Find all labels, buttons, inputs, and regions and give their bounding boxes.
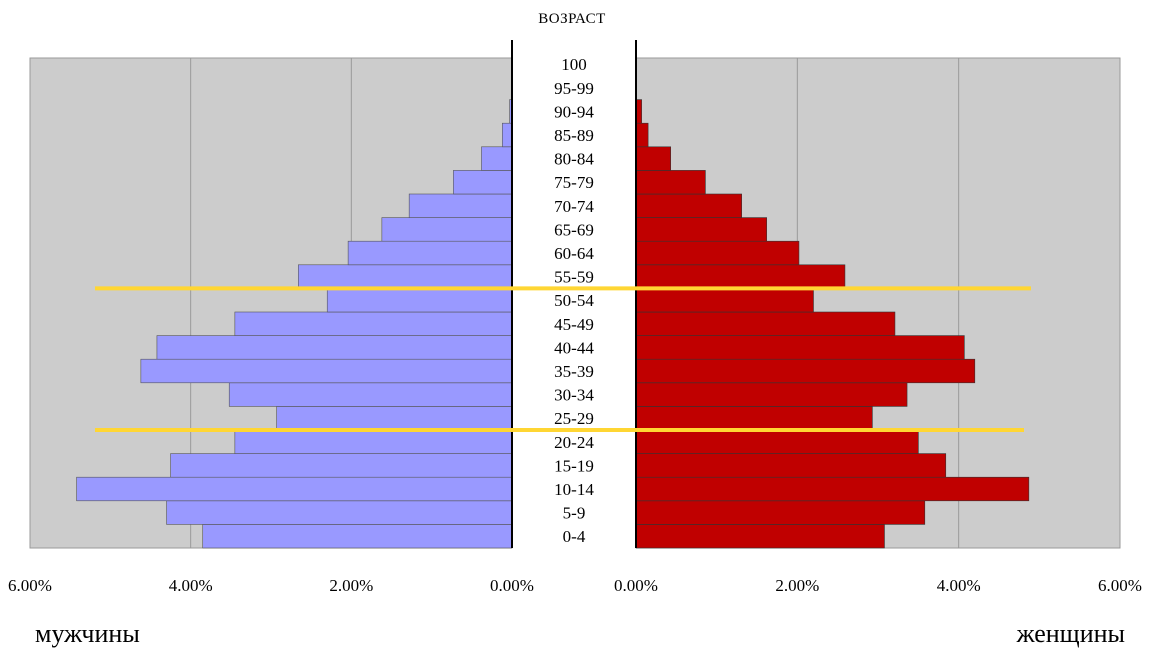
chart-title: ВОЗРАСТ bbox=[538, 11, 606, 27]
female-bar bbox=[635, 429, 919, 454]
female-bar bbox=[635, 335, 965, 360]
female-label: женщины bbox=[1016, 619, 1125, 648]
male-bar bbox=[156, 335, 513, 360]
male-bar bbox=[140, 358, 513, 384]
age-label: 60-64 bbox=[554, 244, 594, 263]
male-bar bbox=[202, 524, 513, 549]
left-tick-labels: 6.00% 4.00% 2.00% 0.00% bbox=[8, 576, 534, 595]
male-bar bbox=[381, 217, 513, 242]
male-bar bbox=[228, 382, 513, 407]
x-tick-label: 6.00% bbox=[1098, 576, 1142, 595]
age-label: 40-44 bbox=[554, 338, 594, 357]
x-tick-label: 2.00% bbox=[775, 576, 819, 595]
age-labels: 0-4 5-9 10-14 15-19 20-24 25-29 30-34 35-39 40-4… bbox=[554, 55, 594, 546]
highlight-lines bbox=[95, 286, 1031, 432]
age-label: 35-39 bbox=[554, 362, 594, 381]
male-bar bbox=[408, 193, 513, 218]
male-bars bbox=[76, 99, 513, 549]
age-label: 95-99 bbox=[554, 79, 594, 98]
age-label: 20-24 bbox=[554, 433, 594, 452]
x-tick-label: 4.00% bbox=[937, 576, 981, 595]
male-bar bbox=[170, 453, 513, 478]
female-bar bbox=[635, 146, 671, 171]
male-bar bbox=[234, 429, 513, 454]
age-label: 80-84 bbox=[554, 150, 594, 169]
age-label: 15-19 bbox=[554, 456, 594, 475]
age-label: 25-29 bbox=[554, 409, 594, 428]
male-bar bbox=[234, 311, 513, 336]
male-label: мужчины bbox=[35, 619, 140, 648]
male-bar bbox=[502, 122, 513, 148]
age-label: 45-49 bbox=[554, 315, 594, 334]
female-bar bbox=[635, 358, 976, 384]
female-bar bbox=[635, 524, 885, 549]
age-label: 100 bbox=[561, 55, 587, 74]
female-bar bbox=[635, 406, 873, 431]
x-tick-label: 0.00% bbox=[490, 576, 534, 595]
female-bars bbox=[635, 99, 1030, 549]
x-tick-label: 0.00% bbox=[614, 576, 658, 595]
male-bar bbox=[453, 170, 513, 195]
male-bar bbox=[276, 406, 513, 431]
age-label: 70-74 bbox=[554, 197, 594, 216]
age-label: 10-14 bbox=[554, 480, 594, 499]
male-bar bbox=[326, 288, 513, 313]
female-bar bbox=[635, 217, 767, 242]
x-tick-label: 6.00% bbox=[8, 576, 52, 595]
x-tick-label: 2.00% bbox=[329, 576, 373, 595]
female-bar bbox=[635, 453, 947, 478]
male-bar bbox=[481, 146, 513, 171]
female-bar bbox=[635, 170, 706, 195]
male-bar bbox=[76, 476, 513, 502]
age-label-column bbox=[512, 40, 636, 550]
female-bar bbox=[635, 382, 908, 407]
female-bar bbox=[635, 122, 649, 148]
age-label: 50-54 bbox=[554, 291, 594, 310]
male-bar bbox=[166, 500, 513, 525]
age-label: 30-34 bbox=[554, 386, 594, 405]
female-bar bbox=[635, 500, 926, 525]
female-bar bbox=[635, 288, 814, 313]
female-bar bbox=[635, 240, 800, 266]
female-bar bbox=[635, 476, 1030, 502]
age-label: 0-4 bbox=[563, 527, 586, 546]
age-label: 55-59 bbox=[554, 268, 594, 287]
age-label: 90-94 bbox=[554, 102, 594, 121]
age-label: 85-89 bbox=[554, 126, 594, 145]
female-bar bbox=[635, 264, 846, 289]
female-bar bbox=[635, 193, 742, 218]
male-bar bbox=[347, 240, 513, 266]
male-bar bbox=[298, 264, 513, 289]
age-label: 65-69 bbox=[554, 220, 594, 239]
age-label: 5-9 bbox=[563, 504, 586, 523]
right-tick-labels: 0.00% 2.00% 4.00% 6.00% bbox=[614, 576, 1142, 595]
x-tick-label: 4.00% bbox=[169, 576, 213, 595]
female-bar bbox=[635, 311, 896, 336]
age-label: 75-79 bbox=[554, 173, 594, 192]
